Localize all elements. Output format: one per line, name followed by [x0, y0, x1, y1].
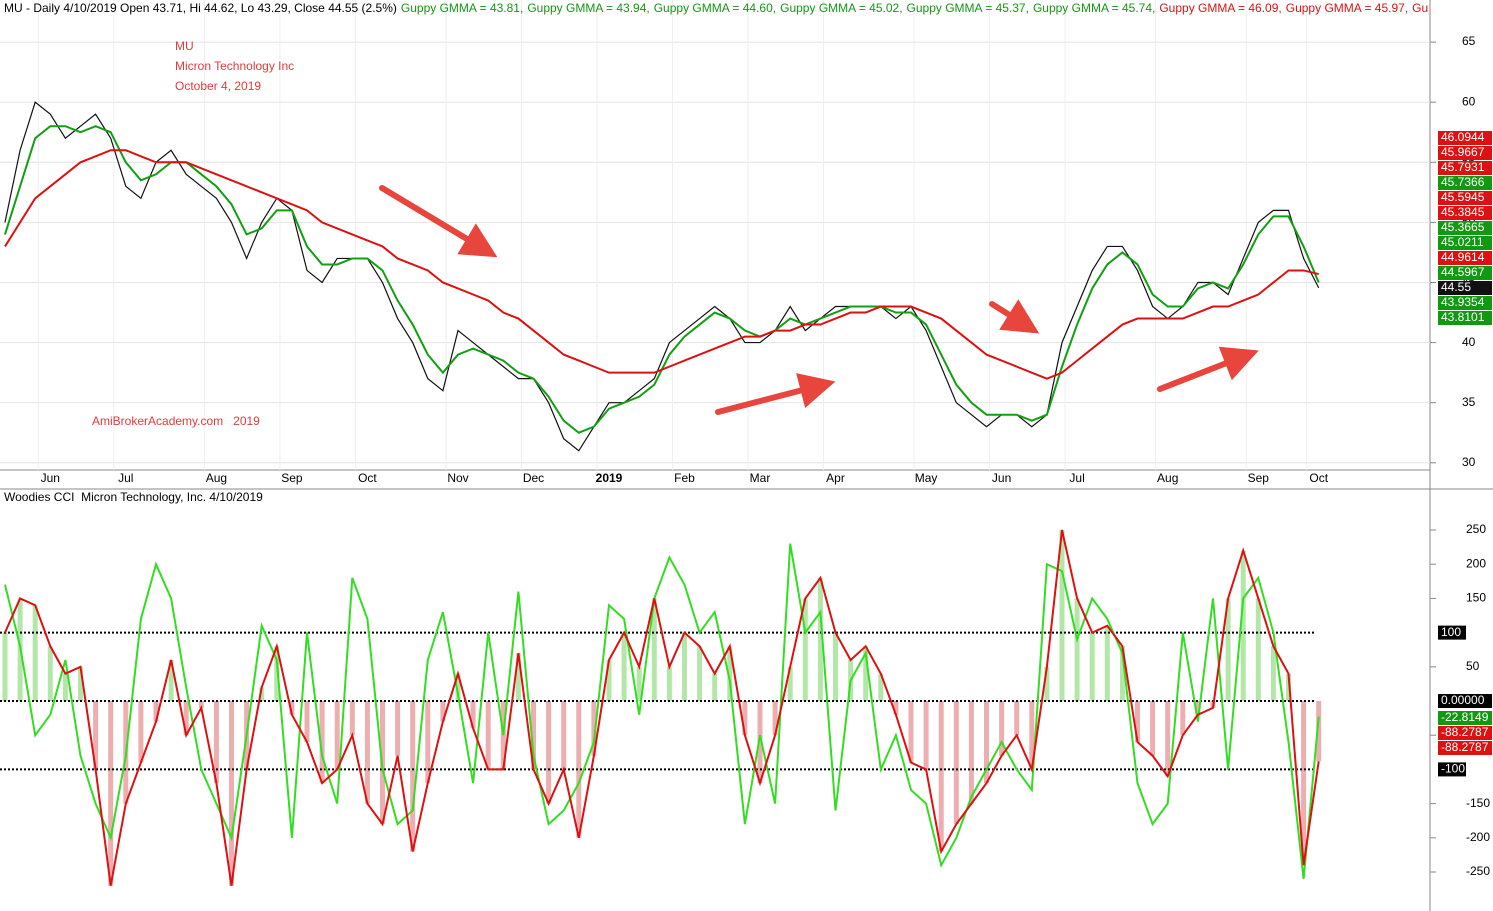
- x-tick-label: 2019: [596, 471, 623, 485]
- x-tick-label: Jul: [1069, 471, 1084, 485]
- cci-line: [4, 543, 1320, 879]
- gmma-value: Guppy GMMA = 43.94,: [527, 1, 650, 15]
- value-box: [1438, 161, 1492, 175]
- value-box: [1438, 221, 1492, 235]
- value-box: [1438, 311, 1492, 325]
- y-tick-label: -200: [1466, 830, 1490, 844]
- y-tick-label: -250: [1466, 864, 1490, 878]
- value-box: [1438, 146, 1492, 160]
- value-box-label: 45.7366: [1441, 175, 1485, 189]
- x-tick-label: Aug: [206, 471, 227, 485]
- gmma-value: Guppy GMMA = 45.97,: [1285, 1, 1409, 15]
- y-tick-label: 60: [1462, 94, 1476, 108]
- value-box: [1438, 266, 1492, 280]
- value-box-label: 44.55: [1441, 280, 1471, 294]
- x-tick-label: Jun: [992, 471, 1011, 485]
- value-box: [1438, 741, 1492, 755]
- header: MU - Daily 4/10/2019 Open 43.71, Hi 44.6…: [4, 1, 1429, 15]
- gmma-value: Guppy GMMA = 43.81,: [400, 1, 524, 15]
- arrow: [989, 299, 1040, 334]
- level-box: [1438, 694, 1492, 709]
- price-line: [4, 101, 1320, 452]
- value-box-label: 45.3665: [1441, 220, 1485, 234]
- y-tick-label: 30: [1462, 455, 1476, 469]
- value-box-label: 45.9667: [1441, 145, 1485, 159]
- x-tick-label: Mar: [750, 471, 771, 485]
- value-box: [1438, 131, 1492, 145]
- y-tick-label: 40: [1462, 335, 1476, 349]
- value-box-label: 45.0211: [1441, 235, 1484, 249]
- annotation: October 4, 2019: [175, 79, 261, 93]
- gmma-value: Guppy GMMA = 45.02,: [780, 1, 903, 15]
- y-tick-label: 150: [1466, 591, 1486, 605]
- arrow: [379, 185, 498, 258]
- watermark: AmiBrokerAcademy.com 2019: [92, 414, 260, 428]
- x-tick-label: Feb: [674, 471, 695, 485]
- gmma-value: Guppy GMMA = 44.60,: [653, 1, 777, 15]
- header-text: MU - Daily 4/10/2019 Open 43.71, Hi 44.6…: [4, 1, 397, 15]
- value-box-label: 43.9354: [1441, 295, 1485, 309]
- x-tick-label: Apr: [826, 471, 845, 485]
- annotation: Micron Technology Inc: [175, 59, 294, 73]
- value-box: [1438, 296, 1492, 310]
- x-tick-label: Dec: [523, 471, 544, 485]
- gmma-value: Guppy GMMA = 45.37,: [906, 1, 1029, 15]
- value-box: [1438, 726, 1492, 740]
- value-box-label: 45.7931: [1441, 160, 1485, 174]
- x-tick-label: Oct: [358, 471, 377, 485]
- y-tick-label: 250: [1466, 522, 1486, 536]
- arrows: [379, 185, 1259, 415]
- x-tick-label: May: [915, 471, 938, 485]
- y-tick-label: 35: [1462, 395, 1476, 409]
- y-tick-label: 200: [1466, 556, 1486, 570]
- value-box-label: -22.8149: [1441, 710, 1489, 724]
- value-box: [1438, 711, 1492, 725]
- value-box: [1438, 206, 1492, 220]
- value-box: [1438, 191, 1492, 205]
- price-pane: 3035404550556065JunJulAugSepOctNovDec201…: [0, 0, 1492, 485]
- value-box-label: 45.5945: [1441, 190, 1485, 204]
- x-tick-label: Aug: [1157, 471, 1178, 485]
- value-box: [1438, 251, 1492, 265]
- value-box-label: 43.8101: [1441, 310, 1485, 324]
- arrow: [715, 373, 836, 415]
- value-box-label: 46.0944: [1441, 130, 1485, 144]
- value-box: [1438, 176, 1492, 190]
- arrow: [1157, 346, 1259, 392]
- level-label: -100: [1441, 762, 1465, 776]
- value-box-label: 44.5967: [1441, 265, 1485, 279]
- gmma-value: Guppy GMMA = 46.09,: [1159, 1, 1282, 15]
- cci-pane: Woodies CCI Micron Technology, Inc. 4/10…: [0, 490, 1492, 886]
- value-box-label: 45.3845: [1441, 205, 1485, 219]
- pane-title: Woodies CCI Micron Technology, Inc. 4/10…: [4, 490, 263, 504]
- cci-line: [4, 529, 1320, 886]
- value-box: [1438, 281, 1492, 295]
- price-line: [4, 149, 1319, 380]
- level-label: 100: [1441, 625, 1461, 639]
- annotation: MU: [175, 39, 194, 53]
- value-box-label: -88.2787: [1441, 725, 1489, 739]
- value-box: [1438, 236, 1492, 250]
- value-box-label: 44.9614: [1441, 250, 1485, 264]
- gmma-value: Guppy GMMA = 45.74,: [1032, 1, 1156, 15]
- level-box: [1438, 625, 1466, 640]
- y-tick-label: -150: [1466, 796, 1490, 810]
- x-tick-label: Sep: [1248, 471, 1270, 485]
- x-tick-label: Jun: [41, 471, 60, 485]
- level-box: [1438, 762, 1466, 777]
- y-tick-label: 65: [1462, 34, 1476, 48]
- gmma-value: Guppy G: [1412, 1, 1429, 15]
- x-tick-label: Jul: [118, 471, 133, 485]
- value-box-label: -88.2787: [1441, 740, 1489, 754]
- x-tick-label: Oct: [1309, 471, 1328, 485]
- level-label: 0.00000: [1441, 693, 1485, 707]
- x-tick-label: Sep: [281, 471, 303, 485]
- y-tick-label: 50: [1466, 659, 1480, 673]
- x-tick-label: Nov: [447, 471, 468, 485]
